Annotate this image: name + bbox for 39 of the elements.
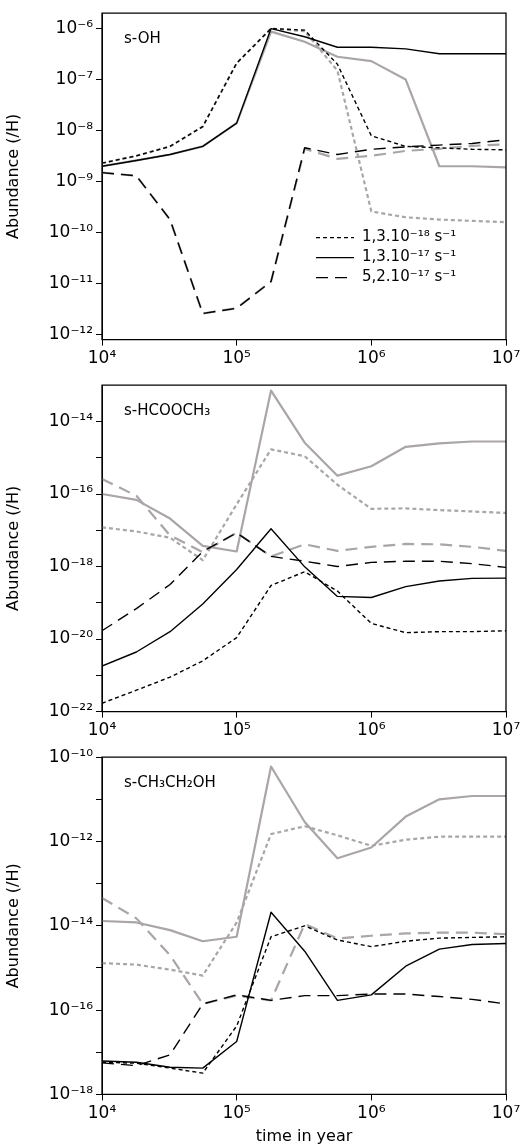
x-tick-label: 10⁵ [222, 1102, 251, 1123]
legend-label: 1,3.10⁻¹⁷ s⁻¹ [362, 247, 457, 266]
y-tick-label: 10⁻¹⁸ [48, 1082, 94, 1103]
y-tick-label: 10⁻¹⁶ [48, 998, 94, 1019]
y-tick-label: 10⁻¹⁰ [48, 745, 94, 766]
x-tick-label: 10⁴ [87, 719, 117, 740]
annotation: s-OH [124, 28, 161, 47]
y-tick-label: 10⁻¹¹ [48, 272, 93, 293]
x-tick-label: 10⁶ [357, 347, 386, 368]
y-axis-title: Abundance (/H) [2, 113, 22, 239]
y-tick-label: 10⁻¹⁴ [48, 914, 94, 935]
y-tick-label: 10⁻¹² [48, 829, 93, 850]
annotation: s-CH₃CH₂OH [124, 772, 216, 791]
x-tick-label: 10⁵ [222, 719, 251, 740]
y-tick-label: 10⁻¹⁸ [48, 554, 94, 575]
x-axis-title: time in year [255, 1125, 353, 1145]
x-tick-label: 10⁶ [357, 719, 386, 740]
x-tick-label: 10⁴ [87, 1102, 117, 1123]
x-tick-label: 10⁵ [222, 347, 251, 368]
y-tick-label: 10⁻⁶ [55, 16, 94, 37]
y-tick-label: 10⁻⁹ [55, 170, 94, 191]
x-tick-label: 10⁴ [87, 347, 117, 368]
y-tick-label: 10⁻⁷ [55, 68, 94, 88]
legend-label: 5,2.10⁻¹⁷ s⁻¹ [362, 267, 457, 286]
y-tick-label: 10⁻⁸ [55, 119, 94, 140]
annotation: s-HCOOCH₃ [124, 400, 211, 419]
y-tick-label: 10⁻¹⁶ [48, 482, 94, 503]
y-tick-label: 10⁻¹⁰ [48, 221, 94, 242]
x-tick-label: 10⁷ [491, 719, 521, 740]
x-tick-label: 10⁷ [491, 347, 521, 368]
x-tick-label: 10⁶ [357, 1102, 386, 1123]
y-axis-title: Abundance (/H) [2, 863, 22, 989]
y-axis-title: Abundance (/H) [2, 485, 22, 611]
y-tick-label: 10⁻²⁰ [48, 627, 94, 648]
y-tick-label: 10⁻¹² [48, 323, 93, 344]
y-tick-label: 10⁻¹⁴ [48, 409, 94, 430]
legend-label: 1,3.10⁻¹⁸ s⁻¹ [362, 227, 457, 246]
y-tick-label: 10⁻²² [48, 700, 93, 721]
x-tick-label: 10⁷ [491, 1102, 521, 1123]
